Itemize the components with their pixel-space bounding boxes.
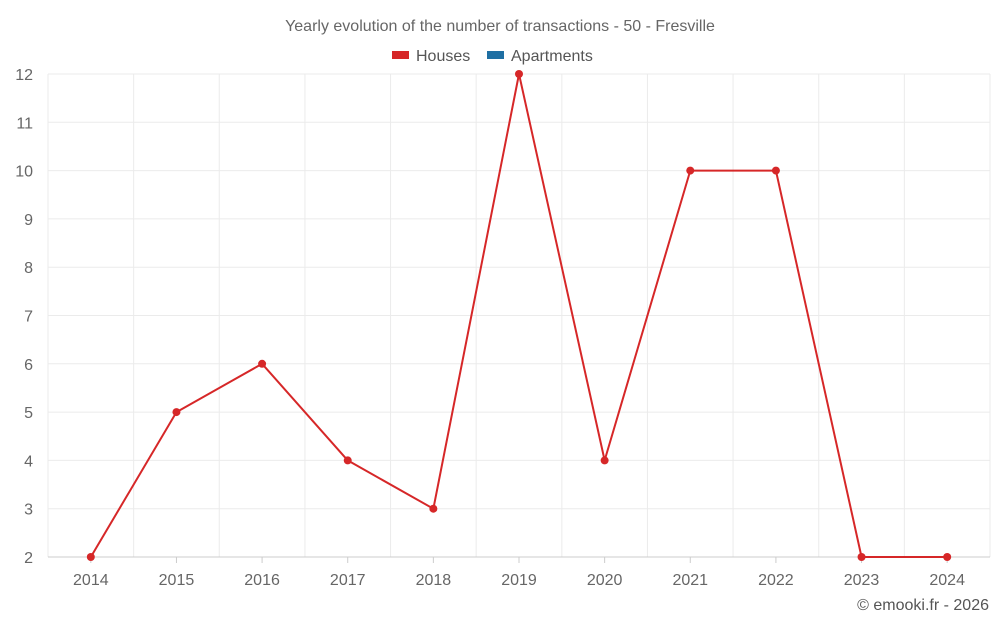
y-tick-label: 9 [24,212,33,229]
axis-layer: 2 3 4 5 6 7 8 9 10 11 12 2014 2015 2016 2017 2018 2019 20… [15,67,990,589]
x-tick-label: 2020 [587,572,623,589]
data-point-houses[interactable] [600,456,609,465]
x-tick-label: 2024 [929,572,965,589]
data-point-houses[interactable] [515,70,523,78]
y-tick-label: 6 [24,357,33,374]
y-tick-label: 11 [16,115,33,132]
x-tick-label: 2015 [159,572,195,589]
credit-text: © emooki.fr - 2026 [857,597,989,614]
y-tick-label: 4 [24,453,33,470]
data-point-houses[interactable] [857,553,866,561]
data-point-houses[interactable] [258,359,267,368]
y-tick-label: 10 [15,164,33,181]
data-point-houses[interactable] [686,166,695,175]
x-tick-label: 2018 [416,572,452,589]
legend-swatch-apartments [487,51,504,59]
series-layer [86,70,952,561]
y-tick-label: 8 [24,260,33,277]
legend-label-apartments[interactable]: Apartments [511,48,593,65]
x-tick-label: 2022 [758,572,794,589]
data-point-houses[interactable] [86,553,95,561]
data-point-houses[interactable] [429,504,438,513]
legend-label-houses[interactable]: Houses [416,48,470,65]
y-tick-label: 12 [15,67,33,84]
legend-swatch-houses [392,51,409,59]
data-point-houses[interactable] [943,553,952,561]
x-tick-label: 2023 [844,572,880,589]
legend: Houses Apartments [392,48,593,65]
chart-title: Yearly evolution of the number of transa… [285,18,715,35]
x-tick-label: 2019 [501,572,537,589]
y-tick-label: 3 [24,502,33,519]
data-point-houses[interactable] [343,456,352,465]
x-tick-label: 2016 [244,572,280,589]
x-tick-label: 2014 [73,572,109,589]
x-tick-label: 2021 [672,572,708,589]
data-point-houses[interactable] [771,166,780,175]
grid-layer [47,73,991,557]
y-tick-label: 5 [24,405,33,422]
data-point-houses[interactable] [172,408,181,417]
y-tick-label: 7 [24,309,33,326]
x-tick-label: 2017 [330,572,366,589]
y-tick-label: 2 [24,550,33,567]
